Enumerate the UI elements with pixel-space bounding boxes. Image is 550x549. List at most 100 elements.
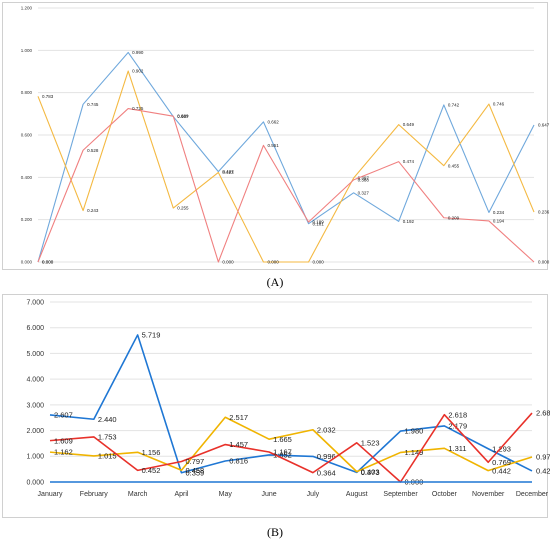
- series-line-1: [49, 416, 533, 473]
- data-label: 0.000: [42, 260, 54, 265]
- panel-label-b: (B): [267, 525, 283, 539]
- x-tick-label: April: [174, 491, 188, 498]
- x-tick-label: December: [516, 491, 549, 498]
- panel-label-a: (A): [266, 275, 284, 289]
- data-label: 0.209: [448, 215, 460, 220]
- data-label: 0.000: [267, 260, 279, 265]
- data-label: 0.996: [317, 452, 336, 461]
- x-tick-label: July: [307, 491, 320, 498]
- data-label: 0.181: [313, 221, 325, 226]
- data-label: 0.474: [403, 159, 415, 164]
- data-label: 0.452: [142, 466, 161, 475]
- data-label: 0.455: [448, 163, 460, 168]
- data-label: 0.364: [317, 468, 336, 477]
- y-tick-label: 7.000: [26, 299, 44, 306]
- data-label: 0.000: [538, 260, 550, 265]
- y-tick-label: 2.000: [26, 428, 44, 435]
- series-line-2: [49, 412, 533, 483]
- y-tick-label: 1.000: [21, 48, 33, 53]
- y-tick-label: 0.400: [21, 175, 33, 180]
- data-label: 1.753: [98, 433, 117, 442]
- data-label: 0.687: [177, 114, 189, 119]
- data-label: 1.523: [361, 438, 380, 447]
- x-tick-label: May: [219, 491, 233, 498]
- data-label: 0.192: [403, 219, 415, 224]
- x-tick-label: September: [383, 491, 418, 498]
- data-label: 0.442: [492, 466, 511, 475]
- data-label: 1.457: [229, 440, 248, 449]
- y-tick-label: 3.000: [26, 402, 44, 409]
- y-tick-label: 0.200: [21, 217, 33, 222]
- panel-a-frame: [2, 2, 548, 270]
- data-label: 1.293: [492, 444, 511, 453]
- data-label: 2.607: [54, 411, 73, 420]
- data-label: 2.682: [536, 409, 550, 418]
- data-label: 0.689: [177, 114, 189, 119]
- data-label: 0.745: [87, 102, 99, 107]
- data-label: 1.665: [273, 435, 292, 444]
- data-label: 0.236: [538, 210, 550, 215]
- chart-b-svg: 0.000 1.000 2.000 3.000 4.000 5.000 6.000 7.000…: [26, 299, 550, 498]
- data-label: 0.742: [448, 103, 460, 108]
- data-label: 2.618: [448, 410, 467, 419]
- y-tick-label: 5.000: [26, 351, 44, 358]
- data-label: 0.429: [536, 467, 550, 476]
- data-label: 2.440: [98, 415, 117, 424]
- y-tick-label: 0.000: [26, 479, 44, 486]
- data-label: 0.189: [313, 220, 325, 225]
- data-label: 0.769: [492, 458, 511, 467]
- data-label: 0.327: [358, 190, 370, 195]
- data-label: 0.783: [42, 94, 54, 99]
- series-line-2: [37, 107, 535, 263]
- data-label: 0.746: [493, 102, 505, 107]
- series-line-0: [37, 51, 535, 263]
- chart-a: 0.0000.2000.4000.6000.8001.0001.200Janua…: [0, 0, 550, 270]
- data-label: 2.517: [229, 413, 248, 422]
- data-label: 1.980: [405, 427, 424, 436]
- chart-a-svg: 0.0000.2000.4000.6000.8001.0001.200Janua…: [21, 6, 550, 265]
- data-label: 1.015: [98, 452, 117, 461]
- data-label: 0.797: [185, 457, 204, 466]
- y-tick-label: 1.000: [26, 454, 44, 461]
- data-label: 0.423: [222, 170, 234, 175]
- chart-b: 0.000 1.000 2.000 3.000 4.000 5.000 6.000 7.000…: [0, 294, 550, 518]
- data-label: 0.397: [358, 176, 370, 181]
- data-label: 0.000: [222, 260, 234, 265]
- data-label: 0.427: [222, 169, 234, 174]
- data-label: 1.167: [273, 448, 292, 457]
- series-line-1: [37, 70, 535, 263]
- data-label: 0.649: [403, 122, 415, 127]
- data-label: 0.816: [229, 457, 248, 466]
- data-label: 0.458: [185, 466, 204, 475]
- data-label: 1.149: [405, 448, 424, 457]
- data-label: 0.255: [177, 206, 189, 211]
- x-tick-label: June: [261, 491, 276, 498]
- data-label: 0.000: [42, 260, 54, 265]
- data-label: 0.647: [538, 123, 550, 128]
- data-label: 0.373: [361, 468, 380, 477]
- x-tick-label: November: [472, 491, 505, 498]
- data-label: 0.990: [132, 50, 144, 55]
- data-label: 1.052: [273, 451, 292, 460]
- data-label: 0.388: [358, 177, 370, 182]
- y-tick-label: 6.000: [26, 325, 44, 332]
- y-tick-label: 0.000: [21, 260, 33, 265]
- data-label: 0.234: [493, 210, 505, 215]
- x-tick-label: March: [128, 491, 148, 498]
- data-label: 0.662: [267, 119, 279, 124]
- y-tick-label: 1.200: [21, 6, 33, 11]
- data-label: 0.528: [87, 148, 99, 153]
- data-label: 1.311: [448, 444, 466, 453]
- data-label: 0.000: [313, 260, 325, 265]
- data-label: 0.359: [185, 468, 204, 477]
- data-label: 0.971: [536, 453, 550, 462]
- data-label: 0.194: [493, 219, 505, 224]
- data-label: 1.162: [54, 448, 73, 457]
- series-line-0: [49, 334, 533, 474]
- x-tick-label: October: [432, 491, 458, 498]
- y-tick-label: 4.000: [26, 377, 44, 384]
- y-tick-label: 0.800: [21, 90, 33, 95]
- data-label: 1.156: [142, 448, 161, 457]
- panel-b-frame: [2, 294, 548, 518]
- data-label: 0.551: [267, 143, 279, 148]
